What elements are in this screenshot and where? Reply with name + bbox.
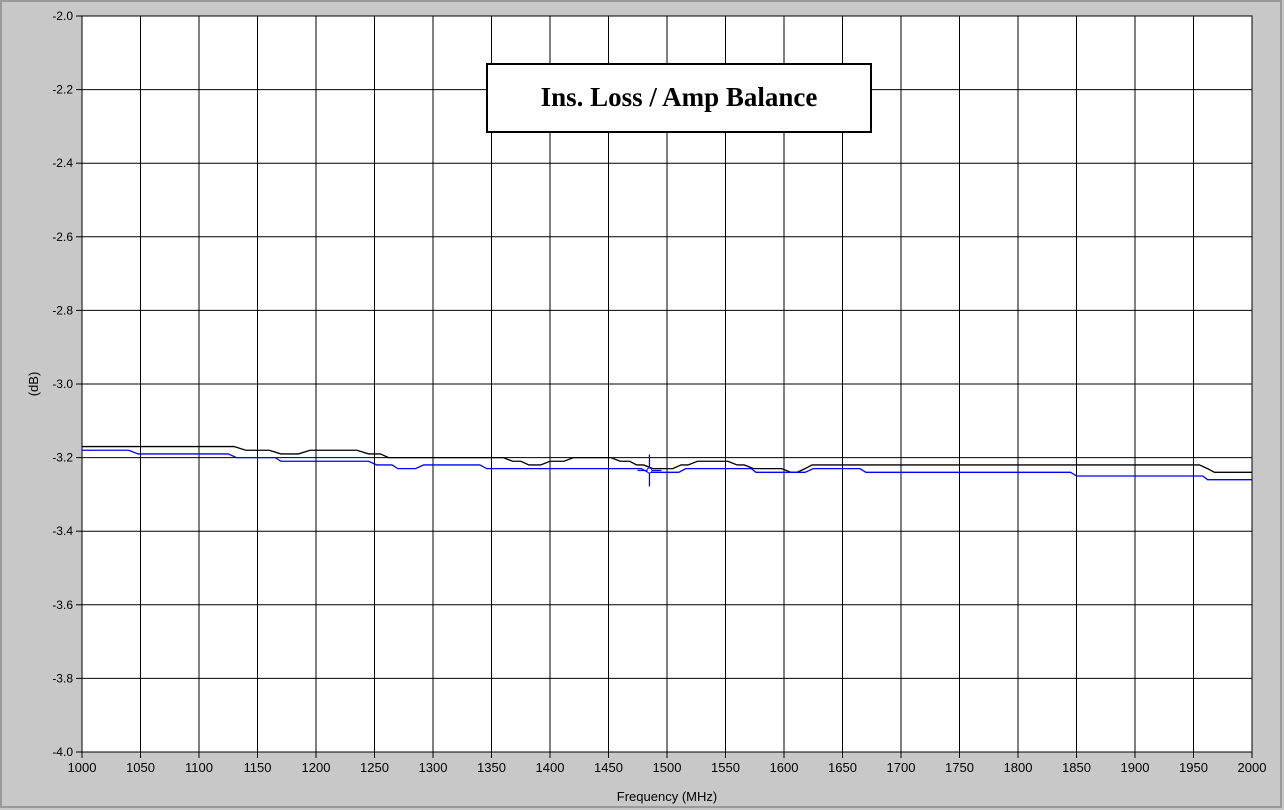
title-box-frame (486, 63, 872, 133)
x-tick-label: 1500 (653, 760, 682, 775)
x-tick-label: 1000 (68, 760, 97, 775)
marker-point[interactable] (646, 467, 653, 474)
y-tick-label: -4.0 (52, 745, 73, 759)
y-tick-label: -3.4 (52, 524, 73, 538)
x-tick-label: 1100 (185, 760, 213, 775)
y-tick-label: -3.6 (52, 598, 73, 612)
x-tick-label: 1450 (594, 760, 623, 775)
x-tick-label: 1750 (945, 760, 974, 775)
y-tick-label: -3.8 (52, 671, 73, 685)
x-axis: 1000 1050 1100 1150 1200 1250 1300 1350 1400 1450… (68, 752, 1267, 775)
y-tick-label: -3.2 (52, 451, 73, 465)
x-tick-label: 2000 (1238, 760, 1267, 775)
x-tick-label: 1200 (302, 760, 331, 775)
chart-title: Ins. Loss / Amp Balance (541, 82, 818, 112)
cursor-marker[interactable] (637, 454, 662, 487)
y-tick-label: -2.0 (52, 9, 73, 23)
y-axis: -2.0 -2.2 -2.4 -2.6 -2.8 -3.0 -3.2 -3.4 -3.6 -3.8… (52, 9, 82, 759)
series-line-2 (82, 449, 1252, 481)
x-tick-label: 1800 (1004, 760, 1033, 775)
series-lines (82, 445, 1252, 481)
x-tick-label: 1550 (711, 760, 740, 775)
y-tick-label: -3.0 (52, 377, 73, 391)
y-axis-label: (dB) (26, 372, 41, 397)
y-tick-label: -2.6 (52, 230, 73, 244)
y-tick-label: -2.4 (52, 156, 73, 170)
y-tick-label: -2.2 (52, 83, 73, 97)
x-tick-label: 1600 (770, 760, 799, 775)
x-tick-label: 1250 (360, 760, 389, 775)
x-tick-label: 1050 (126, 760, 155, 775)
x-tick-label: 1400 (536, 760, 565, 775)
x-tick-label: 1300 (419, 760, 448, 775)
title-box: Ins. Loss / Amp Balance (486, 63, 872, 133)
x-tick-label: 1650 (828, 760, 857, 775)
x-tick-label: 1350 (477, 760, 506, 775)
x-tick-label: 1950 (1179, 760, 1208, 775)
y-tick-label: -2.8 (52, 303, 73, 317)
x-axis-label: Frequency (MHz) (617, 789, 717, 804)
x-tick-label: 1700 (887, 760, 916, 775)
x-tick-label: 1850 (1062, 760, 1091, 775)
x-tick-label: 1900 (1121, 760, 1150, 775)
x-tick-label: 1150 (244, 760, 272, 775)
